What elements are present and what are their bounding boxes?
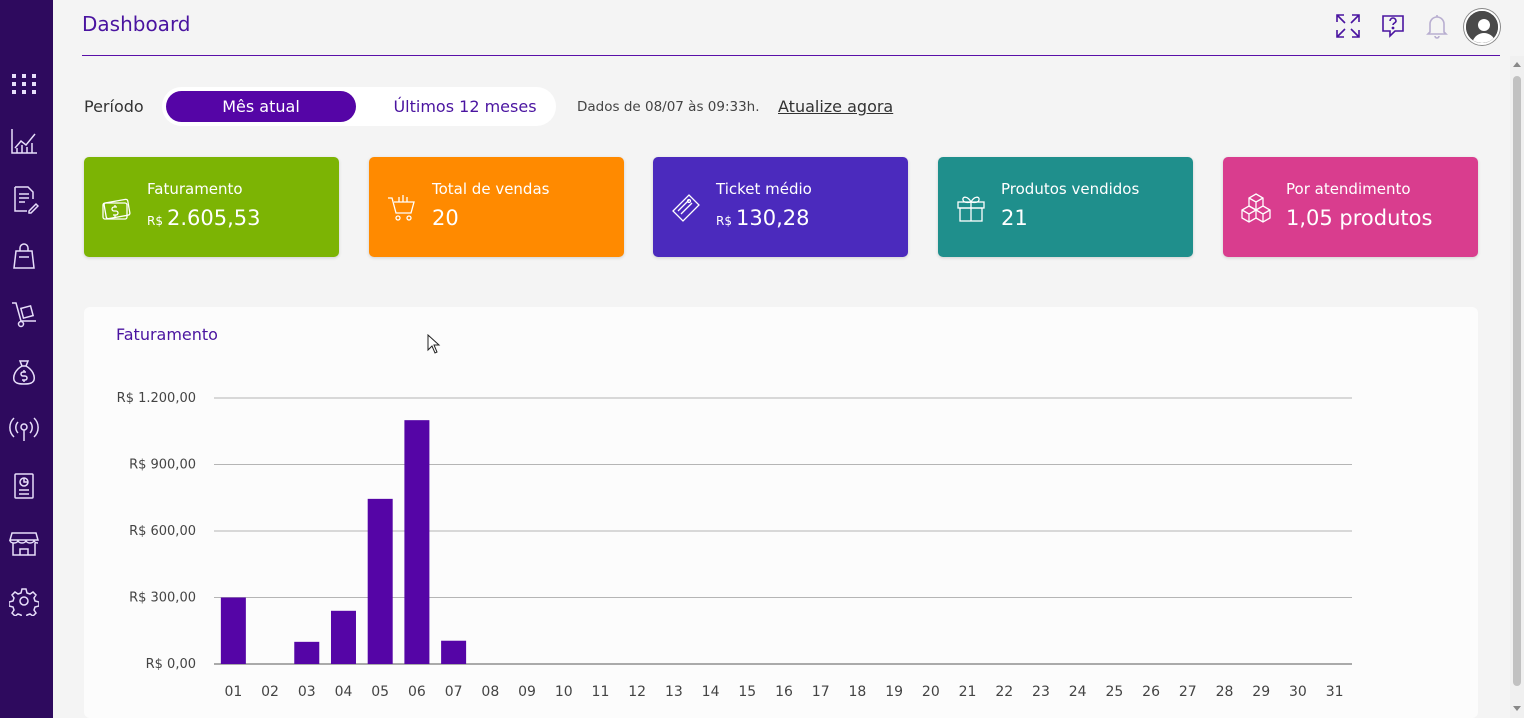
card-label: Produtos vendidos [1001, 180, 1140, 198]
card-value: 21 [1001, 206, 1028, 230]
bell-icon[interactable] [1421, 10, 1453, 42]
x-tick-label: 15 [738, 684, 756, 700]
period-option-current-month[interactable]: Mês atual [166, 91, 356, 122]
x-tick-label: 12 [628, 684, 646, 700]
card-label: Total de vendas [432, 180, 550, 198]
x-tick-label: 07 [445, 684, 463, 700]
gift-icon [954, 191, 988, 225]
period-option-last-12-months[interactable]: Últimos 12 meses [393, 97, 537, 116]
x-tick-label: 23 [1032, 684, 1050, 700]
bar-day-04[interactable] [330, 610, 356, 664]
y-tick-label: R$ 0,00 [146, 657, 196, 672]
chart-panel: Faturamento R$ 0,00 R$ 300,00 R$ 600,00 R$ … [84, 307, 1478, 718]
x-tick-label: 24 [1069, 684, 1087, 700]
bar-day-07[interactable] [441, 640, 467, 664]
y-tick-label: R$ 900,00 [129, 458, 196, 473]
x-tick-label: 02 [261, 684, 279, 700]
x-tick-label: 13 [665, 684, 683, 700]
x-tick-label: 22 [995, 684, 1013, 700]
money-icon [100, 191, 134, 225]
x-tick-label: 11 [592, 684, 610, 700]
page-title: Dashboard [82, 12, 191, 36]
update-now-link[interactable]: Atualize agora [778, 97, 894, 116]
card-value: 1,05 produtos [1286, 206, 1433, 230]
chart-icon[interactable] [8, 125, 40, 157]
x-tick-label: 28 [1216, 684, 1234, 700]
shopping-bag-icon[interactable] [8, 240, 40, 272]
scroll-down-arrow-icon[interactable] [1513, 706, 1521, 711]
header: Dashboard [82, 0, 1500, 56]
bar-day-03[interactable] [294, 641, 320, 664]
cart-icon [385, 191, 419, 225]
apps-grid-icon[interactable] [8, 68, 40, 100]
mouse-cursor-icon [427, 334, 441, 354]
gear-icon[interactable] [8, 585, 40, 617]
help-icon[interactable] [1377, 10, 1409, 42]
x-tick-label: 26 [1142, 684, 1160, 700]
x-tick-label: 14 [702, 684, 720, 700]
x-tick-label: 06 [408, 684, 426, 700]
scroll-up-arrow-icon[interactable] [1513, 62, 1521, 67]
chart-title: Faturamento [116, 325, 218, 344]
broadcast-icon[interactable] [8, 413, 40, 445]
x-tick-label: 20 [922, 684, 940, 700]
card-total-vendas: Total de vendas 20 [369, 157, 624, 257]
period-toggle: Mês atual Últimos 12 meses [162, 87, 556, 126]
x-tick-label: 21 [959, 684, 977, 700]
revenue-bar-chart: R$ 0,00 R$ 300,00 R$ 600,00 R$ 900,00 R$ 1.2… [117, 391, 1352, 700]
scroll-thumb[interactable] [1513, 76, 1521, 686]
x-tick-label: 31 [1326, 684, 1344, 700]
y-tick-label: R$ 300,00 [129, 591, 196, 606]
x-tick-label: 16 [775, 684, 793, 700]
x-tick-label: 30 [1289, 684, 1307, 700]
store-icon[interactable] [8, 527, 40, 559]
hand-truck-icon[interactable] [8, 298, 40, 330]
y-tick-label: R$ 600,00 [129, 524, 196, 539]
bar-day-06[interactable] [404, 420, 430, 664]
card-value: R$ 130,28 [716, 206, 810, 230]
x-tick-label: 18 [849, 684, 867, 700]
sidebar [0, 0, 53, 718]
x-tick-label: 08 [481, 684, 499, 700]
x-tick-label: 05 [371, 684, 389, 700]
ticket-icon [669, 191, 703, 225]
x-tick-label: 01 [224, 684, 242, 700]
avatar[interactable] [1464, 9, 1500, 45]
report-icon[interactable] [8, 470, 40, 502]
card-value: 20 [432, 206, 459, 230]
x-tick-label: 09 [518, 684, 536, 700]
y-tick-label: R$ 1.200,00 [117, 391, 196, 406]
scrollbar[interactable] [1510, 56, 1524, 718]
period-label: Período [84, 97, 144, 116]
boxes-icon [1239, 191, 1273, 225]
x-tick-label: 17 [812, 684, 830, 700]
fullscreen-icon[interactable] [1332, 10, 1364, 42]
money-bag-icon[interactable] [8, 356, 40, 388]
card-faturamento: Faturamento R$ 2.605,53 [84, 157, 339, 257]
card-value: R$ 2.605,53 [147, 206, 261, 230]
x-tick-label: 10 [555, 684, 573, 700]
card-produtos-vendidos: Produtos vendidos 21 [938, 157, 1193, 257]
card-ticket-medio: Ticket médio R$ 130,28 [653, 157, 908, 257]
card-label: Por atendimento [1286, 180, 1411, 198]
x-tick-label: 27 [1179, 684, 1197, 700]
bar-day-01[interactable] [220, 597, 246, 665]
data-timestamp: Dados de 08/07 às 09:33h. [577, 99, 760, 115]
card-label: Ticket médio [716, 180, 812, 198]
card-por-atendimento: Por atendimento 1,05 produtos [1223, 157, 1478, 257]
x-tick-label: 03 [298, 684, 316, 700]
x-tick-label: 19 [885, 684, 903, 700]
bar-day-05[interactable] [367, 498, 393, 664]
card-label: Faturamento [147, 180, 243, 198]
x-tick-label: 04 [335, 684, 353, 700]
x-tick-label: 29 [1252, 684, 1270, 700]
document-edit-icon[interactable] [8, 183, 40, 215]
x-tick-label: 25 [1105, 684, 1123, 700]
